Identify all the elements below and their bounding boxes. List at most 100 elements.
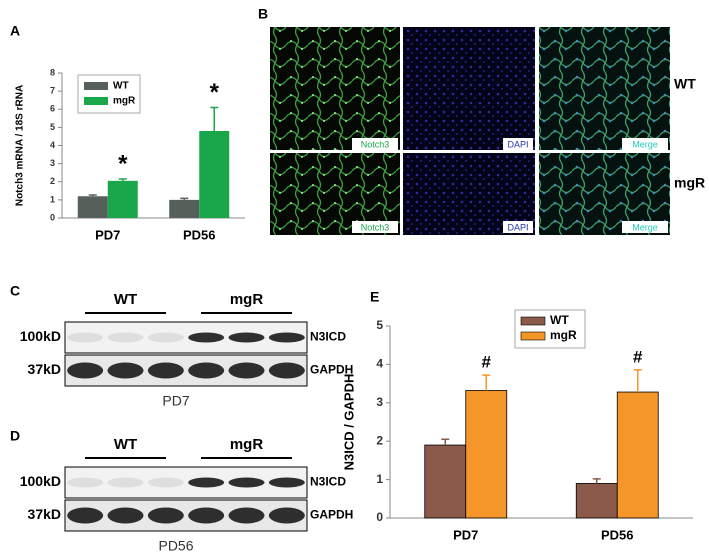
band [107, 507, 144, 524]
timepoint: PD7 [162, 393, 189, 409]
band [268, 362, 305, 379]
legend-label: WT [113, 81, 129, 92]
band [107, 332, 144, 343]
band [67, 507, 104, 524]
error-bar [482, 374, 491, 391]
legend-label: WT [550, 313, 569, 327]
legend-swatch [520, 316, 546, 326]
panel-label: A [10, 23, 20, 39]
bar [107, 180, 138, 218]
image [270, 27, 400, 150]
band [268, 477, 305, 488]
bar [616, 391, 659, 519]
y-tick-label: 5 [50, 122, 55, 132]
y-tick-label: 7 [50, 86, 55, 96]
y-tick-label: 4 [376, 357, 383, 371]
y-tick-label: 4 [50, 140, 55, 150]
y-tick-label: 3 [376, 395, 383, 409]
band [268, 332, 305, 343]
band [228, 332, 265, 343]
y-tick-label: 5 [376, 318, 383, 332]
band [188, 507, 225, 524]
y-tick-label: 2 [376, 433, 383, 447]
stain-label: Notch3 [361, 139, 390, 149]
panel-label: C [10, 283, 20, 299]
significance: # [482, 353, 492, 372]
legend-label: mgR [550, 328, 577, 342]
blot-strip [64, 499, 308, 532]
error-bar [88, 194, 97, 197]
error-bar [180, 197, 189, 200]
size-label: 37kD [28, 506, 61, 522]
group-label: mgR [230, 436, 264, 453]
protein-label: GAPDH [310, 363, 353, 377]
bar [424, 444, 467, 519]
legend-box [77, 74, 141, 114]
stain-label: Notch3 [361, 222, 390, 232]
y-tick-label: 0 [50, 212, 55, 222]
y-tick-label: 0 [376, 510, 383, 524]
band [67, 362, 104, 379]
protein-label: N3ICD [310, 475, 346, 489]
band [188, 332, 225, 343]
bar [575, 483, 618, 519]
band [268, 507, 305, 524]
x-tick-label: PD7 [95, 227, 120, 242]
legend-label: mgR [113, 96, 136, 107]
panel-label: D [10, 428, 20, 444]
stain-label: Merge [632, 222, 658, 232]
group-label: mgR [230, 291, 264, 308]
y-tick-label: 2 [50, 176, 55, 186]
bar [169, 199, 200, 218]
y-tick-label: 1 [50, 194, 55, 204]
x-tick-label: PD7 [453, 527, 478, 542]
size-label: 37kD [28, 361, 61, 377]
panel-label: E [370, 289, 379, 305]
legend-swatch [84, 97, 108, 105]
y-tick-label: 3 [50, 158, 55, 168]
band [228, 362, 265, 379]
y-tick-label: 6 [50, 104, 55, 114]
band [147, 477, 184, 488]
band [188, 362, 225, 379]
x-tick-label: PD56 [601, 527, 634, 542]
size-label: 100kD [20, 328, 61, 344]
blot-strip [64, 321, 308, 354]
protein-label: GAPDH [310, 508, 353, 522]
stain-label: Merge [632, 139, 658, 149]
row-label: WT [674, 76, 696, 92]
band [228, 477, 265, 488]
image [403, 27, 535, 150]
blot-strip [64, 466, 308, 499]
significance: * [210, 79, 220, 106]
bar [199, 131, 230, 218]
group-label: WT [114, 436, 137, 453]
band [147, 507, 184, 524]
band [107, 362, 144, 379]
legend-box [514, 309, 586, 349]
group-label: WT [114, 291, 137, 308]
size-label: 100kD [20, 473, 61, 489]
error-bar [633, 369, 642, 393]
significance: # [633, 347, 643, 366]
band [107, 477, 144, 488]
legend-swatch [84, 82, 108, 90]
significance: * [118, 150, 128, 177]
y-tick-label: 8 [50, 67, 55, 77]
x-tick-label: PD56 [183, 227, 216, 242]
error-bar [118, 178, 127, 181]
y-tick-label: 1 [376, 472, 383, 486]
band [147, 362, 184, 379]
y-axis-label: Notch3 mRNA / 18S rRNA [15, 85, 26, 206]
image [539, 27, 670, 150]
blot-strip [64, 354, 308, 387]
micrographs: Notch3 DAPI Merge Notch3 DAPI Merge WT m… [270, 27, 705, 235]
band [147, 332, 184, 343]
y-axis-label: N3ICD / GAPDH [341, 374, 356, 471]
protein-label: N3ICD [310, 330, 346, 344]
band [188, 477, 225, 488]
band [228, 507, 265, 524]
bar [77, 196, 108, 218]
error-bar [210, 106, 219, 131]
